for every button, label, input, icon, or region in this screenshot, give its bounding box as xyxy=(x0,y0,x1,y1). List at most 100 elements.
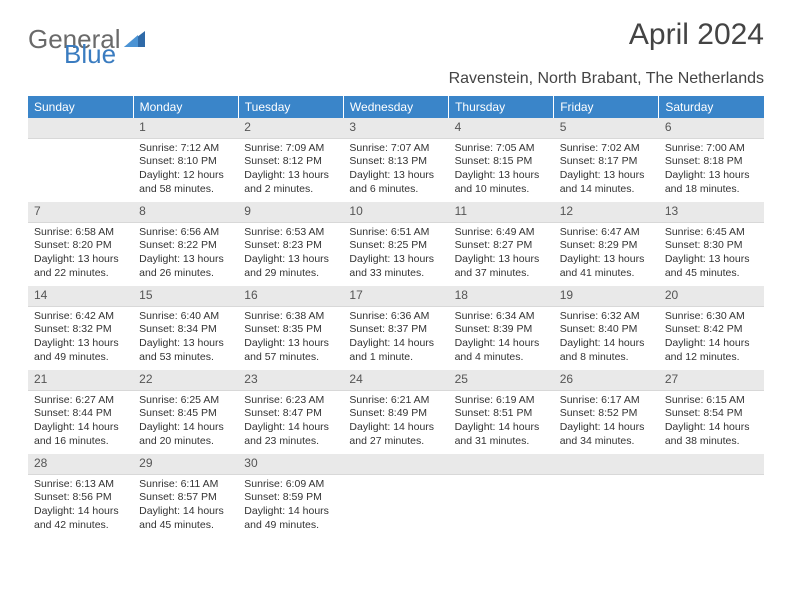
daylight-text: Daylight: 13 hours and 41 minutes. xyxy=(560,253,653,280)
day-body: Sunrise: 6:11 AMSunset: 8:57 PMDaylight:… xyxy=(133,475,238,537)
daylight-text: Daylight: 14 hours and 16 minutes. xyxy=(34,421,127,448)
sunset-text: Sunset: 8:27 PM xyxy=(455,239,548,253)
calendar-day-cell: 16Sunrise: 6:38 AMSunset: 8:35 PMDayligh… xyxy=(238,286,343,370)
page-title: April 2024 xyxy=(629,18,764,52)
day-number: 23 xyxy=(238,370,343,391)
sunrise-text: Sunrise: 7:12 AM xyxy=(139,142,232,156)
calendar-day-cell xyxy=(343,454,448,538)
daylight-text: Daylight: 14 hours and 34 minutes. xyxy=(560,421,653,448)
day-number: 20 xyxy=(659,286,764,307)
day-body: Sunrise: 6:13 AMSunset: 8:56 PMDaylight:… xyxy=(28,475,133,537)
sunrise-text: Sunrise: 6:09 AM xyxy=(244,478,337,492)
day-number: 21 xyxy=(28,370,133,391)
calendar-day-cell: 11Sunrise: 6:49 AMSunset: 8:27 PMDayligh… xyxy=(449,202,554,286)
daylight-text: Daylight: 13 hours and 10 minutes. xyxy=(455,169,548,196)
calendar-week-row: 21Sunrise: 6:27 AMSunset: 8:44 PMDayligh… xyxy=(28,370,764,454)
calendar-day-cell xyxy=(659,454,764,538)
sunrise-text: Sunrise: 6:30 AM xyxy=(665,310,758,324)
sunrise-text: Sunrise: 7:00 AM xyxy=(665,142,758,156)
sunset-text: Sunset: 8:12 PM xyxy=(244,155,337,169)
day-body: Sunrise: 7:09 AMSunset: 8:12 PMDaylight:… xyxy=(238,139,343,201)
daylight-text: Daylight: 14 hours and 42 minutes. xyxy=(34,505,127,532)
day-number: 29 xyxy=(133,454,238,475)
daylight-text: Daylight: 13 hours and 18 minutes. xyxy=(665,169,758,196)
calendar-week-row: 14Sunrise: 6:42 AMSunset: 8:32 PMDayligh… xyxy=(28,286,764,370)
day-body: Sunrise: 6:40 AMSunset: 8:34 PMDaylight:… xyxy=(133,307,238,369)
calendar-day-cell xyxy=(554,454,659,538)
sunset-text: Sunset: 8:17 PM xyxy=(560,155,653,169)
daylight-text: Daylight: 13 hours and 6 minutes. xyxy=(349,169,442,196)
day-number: 6 xyxy=(659,118,764,139)
sunset-text: Sunset: 8:29 PM xyxy=(560,239,653,253)
calendar-body: 1Sunrise: 7:12 AMSunset: 8:10 PMDaylight… xyxy=(28,118,764,538)
day-body: Sunrise: 6:56 AMSunset: 8:22 PMDaylight:… xyxy=(133,223,238,285)
day-number: 14 xyxy=(28,286,133,307)
weekday-header: Thursday xyxy=(449,96,554,118)
calendar-day-cell: 8Sunrise: 6:56 AMSunset: 8:22 PMDaylight… xyxy=(133,202,238,286)
day-number: 3 xyxy=(343,118,448,139)
weekday-header: Sunday xyxy=(28,96,133,118)
sunrise-text: Sunrise: 6:38 AM xyxy=(244,310,337,324)
daylight-text: Daylight: 14 hours and 20 minutes. xyxy=(139,421,232,448)
calendar-day-cell: 28Sunrise: 6:13 AMSunset: 8:56 PMDayligh… xyxy=(28,454,133,538)
sunset-text: Sunset: 8:37 PM xyxy=(349,323,442,337)
daylight-text: Daylight: 14 hours and 49 minutes. xyxy=(244,505,337,532)
day-number: 17 xyxy=(343,286,448,307)
sunset-text: Sunset: 8:15 PM xyxy=(455,155,548,169)
sunrise-text: Sunrise: 6:51 AM xyxy=(349,226,442,240)
calendar-day-cell: 5Sunrise: 7:02 AMSunset: 8:17 PMDaylight… xyxy=(554,118,659,202)
weekday-header: Saturday xyxy=(659,96,764,118)
day-body: Sunrise: 7:05 AMSunset: 8:15 PMDaylight:… xyxy=(449,139,554,201)
sunrise-text: Sunrise: 7:09 AM xyxy=(244,142,337,156)
daylight-text: Daylight: 13 hours and 26 minutes. xyxy=(139,253,232,280)
day-body: Sunrise: 6:58 AMSunset: 8:20 PMDaylight:… xyxy=(28,223,133,285)
sunset-text: Sunset: 8:44 PM xyxy=(34,407,127,421)
calendar-header: SundayMondayTuesdayWednesdayThursdayFrid… xyxy=(28,96,764,118)
day-number: 19 xyxy=(554,286,659,307)
daylight-text: Daylight: 14 hours and 31 minutes. xyxy=(455,421,548,448)
daylight-text: Daylight: 13 hours and 49 minutes. xyxy=(34,337,127,364)
day-number: 30 xyxy=(238,454,343,475)
calendar-table: SundayMondayTuesdayWednesdayThursdayFrid… xyxy=(28,96,764,538)
day-number xyxy=(659,454,764,475)
daylight-text: Daylight: 14 hours and 1 minute. xyxy=(349,337,442,364)
sunset-text: Sunset: 8:51 PM xyxy=(455,407,548,421)
sunrise-text: Sunrise: 7:07 AM xyxy=(349,142,442,156)
daylight-text: Daylight: 14 hours and 45 minutes. xyxy=(139,505,232,532)
sunset-text: Sunset: 8:57 PM xyxy=(139,491,232,505)
sunset-text: Sunset: 8:22 PM xyxy=(139,239,232,253)
calendar-day-cell: 20Sunrise: 6:30 AMSunset: 8:42 PMDayligh… xyxy=(659,286,764,370)
calendar-day-cell: 15Sunrise: 6:40 AMSunset: 8:34 PMDayligh… xyxy=(133,286,238,370)
daylight-text: Daylight: 13 hours and 29 minutes. xyxy=(244,253,337,280)
day-body: Sunrise: 6:17 AMSunset: 8:52 PMDaylight:… xyxy=(554,391,659,453)
day-body: Sunrise: 6:38 AMSunset: 8:35 PMDaylight:… xyxy=(238,307,343,369)
day-body: Sunrise: 6:51 AMSunset: 8:25 PMDaylight:… xyxy=(343,223,448,285)
sunset-text: Sunset: 8:54 PM xyxy=(665,407,758,421)
daylight-text: Daylight: 12 hours and 58 minutes. xyxy=(139,169,232,196)
sunset-text: Sunset: 8:59 PM xyxy=(244,491,337,505)
day-body: Sunrise: 6:21 AMSunset: 8:49 PMDaylight:… xyxy=(343,391,448,453)
calendar-day-cell xyxy=(28,118,133,202)
day-number: 15 xyxy=(133,286,238,307)
calendar-day-cell: 10Sunrise: 6:51 AMSunset: 8:25 PMDayligh… xyxy=(343,202,448,286)
sunset-text: Sunset: 8:47 PM xyxy=(244,407,337,421)
calendar-day-cell: 6Sunrise: 7:00 AMSunset: 8:18 PMDaylight… xyxy=(659,118,764,202)
sunset-text: Sunset: 8:13 PM xyxy=(349,155,442,169)
sunrise-text: Sunrise: 7:02 AM xyxy=(560,142,653,156)
sunset-text: Sunset: 8:20 PM xyxy=(34,239,127,253)
sunset-text: Sunset: 8:42 PM xyxy=(665,323,758,337)
weekday-header: Wednesday xyxy=(343,96,448,118)
day-body: Sunrise: 6:19 AMSunset: 8:51 PMDaylight:… xyxy=(449,391,554,453)
calendar-day-cell: 2Sunrise: 7:09 AMSunset: 8:12 PMDaylight… xyxy=(238,118,343,202)
sunset-text: Sunset: 8:45 PM xyxy=(139,407,232,421)
calendar-day-cell xyxy=(449,454,554,538)
daylight-text: Daylight: 14 hours and 27 minutes. xyxy=(349,421,442,448)
calendar-day-cell: 12Sunrise: 6:47 AMSunset: 8:29 PMDayligh… xyxy=(554,202,659,286)
day-body: Sunrise: 7:12 AMSunset: 8:10 PMDaylight:… xyxy=(133,139,238,201)
daylight-text: Daylight: 13 hours and 33 minutes. xyxy=(349,253,442,280)
calendar-day-cell: 22Sunrise: 6:25 AMSunset: 8:45 PMDayligh… xyxy=(133,370,238,454)
daylight-text: Daylight: 13 hours and 37 minutes. xyxy=(455,253,548,280)
sunset-text: Sunset: 8:10 PM xyxy=(139,155,232,169)
sunrise-text: Sunrise: 6:19 AM xyxy=(455,394,548,408)
day-number: 16 xyxy=(238,286,343,307)
